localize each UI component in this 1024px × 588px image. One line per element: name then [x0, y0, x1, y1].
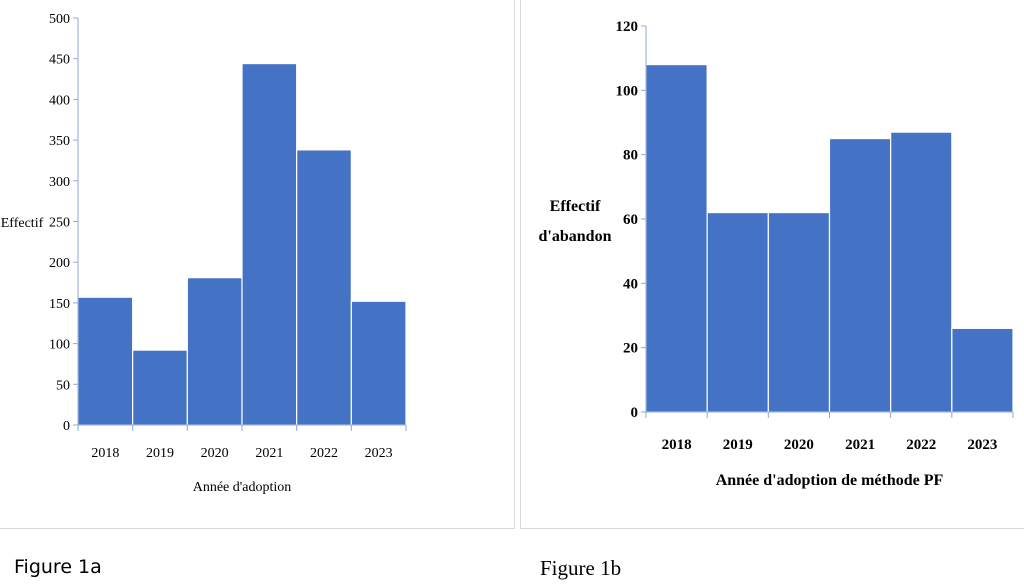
y-tick-label: 20: [623, 341, 638, 357]
bar-2020: [186, 277, 243, 426]
x-axis-title: Année d'adoption: [193, 480, 292, 495]
y-tick-label: 250: [49, 216, 70, 231]
x-tick-label: 2023: [365, 446, 393, 461]
x-tick-label: 2018: [91, 446, 119, 461]
x-tick-label: 2022: [310, 446, 338, 461]
bar-2022: [296, 149, 352, 426]
figure-1b-chart: 0 20 40 60 80 100 120 2018 2019 2020 2021 2022 2023 A…: [539, 19, 1014, 489]
bar-2018: [645, 63, 708, 413]
bar-2022: [890, 131, 953, 413]
x-tick-label: 2019: [146, 446, 174, 461]
x-tick-label: 2020: [201, 446, 229, 461]
y-tick-label: 400: [49, 93, 70, 108]
x-tick-label: 2020: [784, 437, 814, 453]
bar-2020: [767, 211, 831, 413]
y-tick-label: 450: [49, 53, 70, 68]
y-axis-title: d'abandon: [539, 228, 612, 245]
bar-2019: [706, 211, 769, 413]
bar-2023: [951, 327, 1014, 413]
bar-2021: [828, 137, 892, 413]
x-tick-label: 2023: [967, 437, 997, 453]
y-tick-label: 40: [623, 276, 638, 292]
y-tick-label: 100: [49, 338, 70, 353]
figure-1b-panel: 0 20 40 60 80 100 120 2018 2019 2020 2021 2022 2023 A…: [520, 0, 1024, 529]
x-tick-label: 2022: [906, 437, 936, 453]
figure-1a-panel: 0 50 100 150 200 250 300 350 400 450 500 2018 2019 20…: [0, 0, 515, 529]
y-tick-label: 0: [631, 405, 639, 421]
y-axis-title: Effectif: [1, 216, 44, 231]
x-axis-title: Année d'adoption de méthode PF: [716, 472, 944, 489]
y-tick-label: 200: [49, 256, 70, 271]
y-tick-label: 100: [616, 83, 639, 99]
bar-2019: [132, 349, 188, 426]
figure-1a-caption: Figure 1a: [14, 556, 102, 578]
y-tick-label: 60: [623, 212, 638, 228]
x-tick-label: 2021: [845, 437, 875, 453]
y-tick-label: 350: [49, 134, 70, 149]
bar-2021: [241, 62, 298, 426]
y-tick-label: 0: [63, 419, 70, 434]
x-tick-label: 2018: [662, 437, 692, 453]
figure-1a-chart: 0 50 100 150 200 250 300 350 400 450 500 2018 2019 20…: [1, 12, 407, 495]
y-tick-label: 150: [49, 297, 70, 312]
y-tick-label: 120: [616, 19, 639, 35]
bar-2018: [77, 296, 134, 426]
figure-1b-caption: Figure 1b: [540, 556, 622, 580]
x-tick-label: 2019: [723, 437, 753, 453]
bar-2023: [350, 300, 407, 426]
y-tick-label: 300: [49, 175, 70, 190]
y-axis-title: Effectif: [550, 198, 601, 215]
y-tick-label: 50: [56, 378, 70, 393]
y-tick-label: 80: [623, 148, 638, 164]
x-tick-label: 2021: [255, 446, 283, 461]
y-tick-label: 500: [49, 12, 70, 27]
